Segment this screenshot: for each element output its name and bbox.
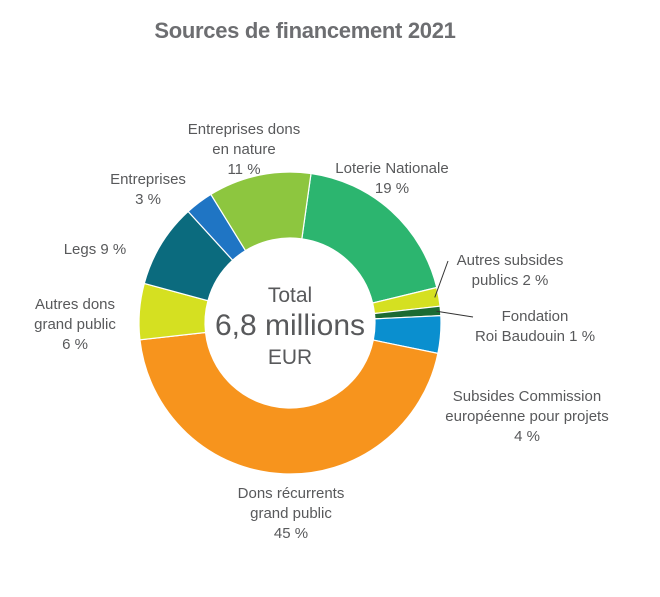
center-total-value: 6,8 millions: [215, 309, 365, 342]
leader-lines-group: [434, 260, 474, 318]
slice-label-7: Entreprises 3 %: [110, 171, 186, 208]
slice-label-5: Autres dons grand public 6 %: [34, 296, 116, 353]
slice-label-6: Legs 9 %: [64, 241, 127, 258]
slice-label-4: Dons récurrents grand public 45 %: [238, 485, 345, 542]
donut-hole: [206, 239, 374, 407]
slice-4: [139, 331, 439, 475]
slice-label-0: Loterie Nationale 19 %: [335, 160, 448, 197]
leader-line-2: [436, 310, 474, 318]
labels-group: Loterie Nationale 19 % Autres subsides publ…: [34, 121, 609, 542]
slice-8: [210, 171, 312, 252]
leader-line-1: [434, 260, 449, 298]
slice-label-1: Autres subsides publics 2 %: [457, 252, 564, 289]
center-total-unit: EUR: [268, 346, 312, 369]
slices-group: [138, 171, 442, 475]
slice-label-3: Subsides Commission européenne pour proje…: [445, 388, 608, 445]
chart-title: Sources de financement 2021: [154, 18, 456, 43]
slice-label-8: Entreprises dons en nature 11 %: [188, 121, 301, 178]
center-total-label: Total: [268, 284, 312, 307]
slice-label-2: Fondation Roi Baudouin 1 %: [475, 308, 595, 345]
